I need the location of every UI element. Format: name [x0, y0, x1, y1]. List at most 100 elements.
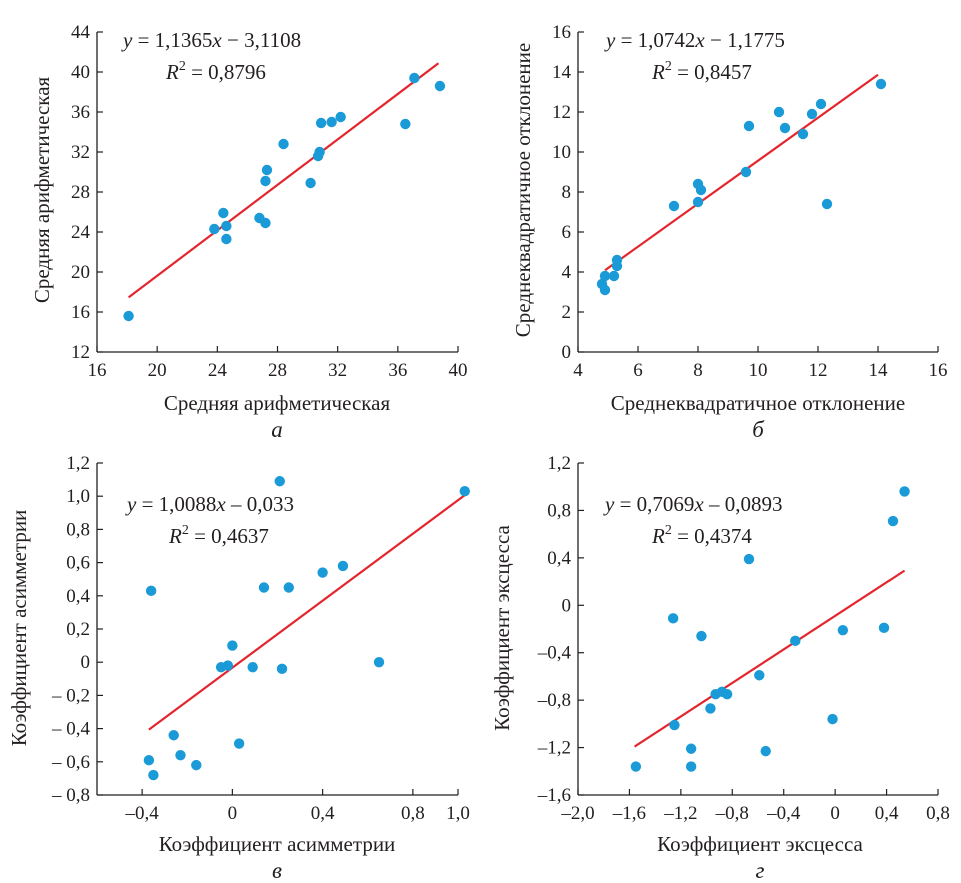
y-tick-label-b: 4 — [562, 262, 572, 283]
r-squared-d-val: = 0,4374 — [672, 524, 753, 548]
x-tick-label-b: 8 — [693, 360, 703, 381]
data-point-c — [168, 730, 179, 741]
x-tick-label-a: 16 — [88, 360, 107, 381]
data-point-b — [821, 198, 833, 210]
x-tick-label-a: 40 — [449, 360, 468, 381]
y-tick-label-d: –0,4 — [537, 643, 572, 664]
x-tick-label-d: –0,8 — [715, 803, 749, 824]
r-squared-c-sup: 2 — [182, 523, 189, 538]
y-tick-label-d: 0,4 — [547, 548, 571, 569]
equation-c-y: y — [125, 492, 137, 516]
x-axis-title-a: Средняя арифметическая — [164, 391, 391, 415]
data-point-c — [143, 754, 155, 766]
x-axis-title-b: Среднеквадратичное отклонение — [611, 391, 905, 415]
y-tick-label-d: 0 — [562, 595, 572, 616]
equation-c: y = 1,0088x – 0,033 — [125, 492, 294, 516]
equation-d-x: x — [693, 492, 704, 516]
data-point-b — [695, 184, 707, 196]
equation-c-x: x — [215, 492, 226, 516]
panel-b: 0 2 4 6 8 10 12 14 16 4 6 8 10 12 14 16 Среднеквадратич… — [511, 22, 948, 442]
data-point-d — [669, 719, 680, 731]
y-tick-label-c: – 0,2 — [51, 685, 90, 706]
data-point-b — [797, 128, 809, 140]
x-axis-title-c: Коэффициент асимметрии — [159, 832, 396, 856]
data-point-d — [685, 761, 697, 772]
r-squared-d-r: R — [651, 524, 665, 548]
x-tick-label-c: 0 — [228, 803, 238, 824]
data-point-c — [191, 759, 202, 771]
data-point-b — [608, 270, 620, 282]
data-point-d — [743, 553, 755, 565]
r-squared-b-val: = 0,8457 — [672, 60, 752, 84]
r-squared-b: R2 = 0,8457 — [651, 59, 752, 84]
y-tick-label-c: 1,2 — [66, 453, 90, 474]
equation-b-y: y — [604, 28, 616, 52]
y-tick-label-c: – 0,4 — [51, 719, 91, 740]
data-point-d — [630, 761, 642, 772]
data-point-a — [218, 207, 229, 219]
r-squared-c-val: = 0,4637 — [189, 524, 269, 548]
data-point-a — [400, 118, 411, 130]
equation-a-x: x — [211, 28, 222, 52]
y-tick-label-c: 0,8 — [66, 519, 90, 540]
data-point-c — [459, 486, 470, 497]
equation-a-eq: = 1,1365 — [132, 28, 212, 52]
data-point-b — [773, 106, 785, 118]
data-point-a — [409, 72, 420, 84]
data-point-a — [315, 117, 327, 129]
y-tick-label-a: 20 — [71, 262, 90, 283]
x-tick-label-a: 28 — [268, 360, 287, 381]
data-point-a — [123, 310, 134, 322]
data-point-d — [899, 486, 910, 497]
y-tick-label-b: 16 — [552, 22, 571, 43]
equation-b-rest: − 1,1775 — [705, 28, 785, 52]
y-tick-label-b: 2 — [562, 302, 572, 323]
data-point-c — [175, 749, 186, 761]
data-point-a — [260, 175, 271, 187]
equation-a: y = 1,1365x − 3,1108 — [121, 28, 301, 52]
data-point-a — [221, 220, 232, 232]
equation-b-x: x — [694, 28, 705, 52]
grid-marks-c: – 0,8 – 0,6 – 0,4 – 0,2 0 0,2 0,4 0,6 0,8 1,0 1,2 –… — [51, 453, 470, 824]
y-tick-label-a: 40 — [71, 62, 90, 83]
y-tick-label-b: 10 — [552, 142, 571, 163]
y-tick-label-c: 1,0 — [66, 486, 90, 507]
data-point-d — [878, 622, 890, 634]
x-axis-title-d: Коэффициент эксцесса — [657, 832, 863, 856]
x-tick-label-b: 4 — [573, 360, 583, 381]
panel-label-b: б — [752, 417, 765, 442]
y-tick-label-b: 14 — [552, 62, 572, 83]
y-tick-label-b: 8 — [562, 182, 572, 203]
trendline-a — [127, 62, 440, 299]
data-point-a — [434, 80, 446, 92]
r-squared-a-sup: 2 — [179, 59, 186, 74]
y-tick-label-a: 28 — [71, 182, 90, 203]
data-point-b — [599, 284, 611, 296]
y-tick-label-a: 44 — [71, 22, 91, 43]
data-point-a — [261, 164, 273, 176]
x-tick-label-d: 0 — [830, 803, 840, 824]
r-squared-a-val: = 0,8796 — [186, 60, 266, 84]
r-squared-d: R2 = 0,4374 — [651, 523, 752, 548]
data-point-a — [221, 233, 232, 245]
x-tick-label-b: 14 — [869, 360, 889, 381]
x-tick-label-c: 0,4 — [311, 803, 335, 824]
data-point-b — [599, 270, 611, 282]
grid-marks-d: –1,6–1,2–0,8–0,400,40,81,2–2,0 –1,6 –1,2 –0… — [537, 453, 950, 824]
panel-label-a: а — [271, 417, 283, 442]
data-point-b — [806, 108, 818, 120]
data-point-c — [283, 582, 294, 593]
x-tick-label-a: 36 — [388, 360, 407, 381]
data-point-b — [668, 200, 680, 212]
data-point-b — [875, 78, 887, 90]
y-axis-title-d: Коэффициент эксцесса — [490, 524, 514, 730]
y-tick-label-a: 16 — [71, 302, 90, 323]
data-point-d — [721, 689, 733, 700]
data-point-d — [827, 713, 838, 725]
y-tick-label-a: 36 — [71, 102, 90, 123]
data-point-a — [305, 177, 316, 189]
data-point-c — [222, 660, 234, 671]
equation-b: y = 1,0742x − 1,1775 — [604, 28, 785, 52]
